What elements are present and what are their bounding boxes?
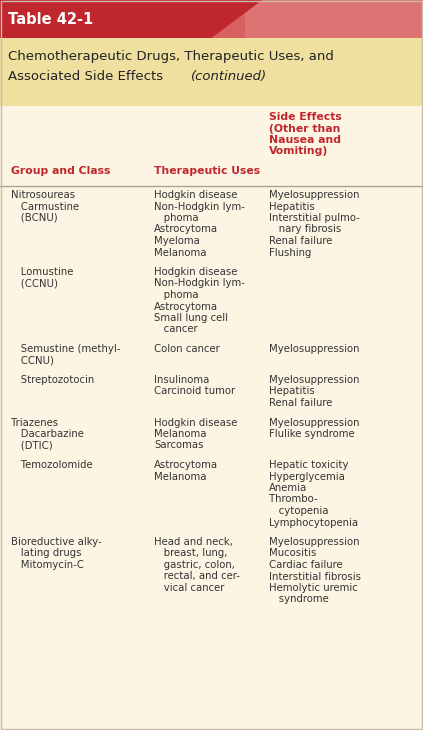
Text: breast, lung,: breast, lung, xyxy=(154,548,228,558)
Text: Melanoma: Melanoma xyxy=(154,429,207,439)
Bar xyxy=(0,413,423,456)
Bar xyxy=(0,340,423,371)
Text: Astrocytoma: Astrocytoma xyxy=(154,460,219,470)
Bar xyxy=(0,456,423,533)
Text: Cardiac failure: Cardiac failure xyxy=(269,560,342,570)
Text: Astrocytoma: Astrocytoma xyxy=(154,225,219,234)
Text: Hepatitis: Hepatitis xyxy=(269,386,314,396)
Text: Anemia: Anemia xyxy=(269,483,307,493)
Text: cytopenia: cytopenia xyxy=(269,506,328,516)
Text: Hyperglycemia: Hyperglycemia xyxy=(269,472,344,482)
Text: Carcinoid tumor: Carcinoid tumor xyxy=(154,386,236,396)
Text: phoma: phoma xyxy=(154,213,199,223)
Text: (continued): (continued) xyxy=(191,70,267,83)
Text: Renal failure: Renal failure xyxy=(269,236,332,246)
Text: Chemotherapeutic Drugs, Therapeutic Uses, and: Chemotherapeutic Drugs, Therapeutic Uses… xyxy=(8,50,334,63)
Text: Semustine (methyl-: Semustine (methyl- xyxy=(11,344,120,354)
Text: (DTIC): (DTIC) xyxy=(11,440,52,450)
Text: Carmustine: Carmustine xyxy=(11,201,79,212)
Text: phoma: phoma xyxy=(154,290,199,300)
Text: Melanoma: Melanoma xyxy=(154,247,207,258)
Text: Associated Side Effects: Associated Side Effects xyxy=(8,70,168,83)
Text: (BCNU): (BCNU) xyxy=(11,213,58,223)
Text: Nitrosoureas: Nitrosoureas xyxy=(11,190,75,200)
Bar xyxy=(0,533,423,610)
Text: Lomustine: Lomustine xyxy=(11,267,73,277)
Bar xyxy=(245,0,423,38)
Text: Colon cancer: Colon cancer xyxy=(154,344,220,354)
Text: Insulinoma: Insulinoma xyxy=(154,375,210,385)
Text: vical cancer: vical cancer xyxy=(154,583,225,593)
Text: Melanoma: Melanoma xyxy=(154,472,207,482)
Text: Non-Hodgkin lym-: Non-Hodgkin lym- xyxy=(154,279,245,288)
Text: Table 42-1: Table 42-1 xyxy=(8,12,93,26)
Text: (Other than: (Other than xyxy=(269,123,340,134)
Text: Non-Hodgkin lym-: Non-Hodgkin lym- xyxy=(154,201,245,212)
Text: cancer: cancer xyxy=(154,325,198,334)
Text: nary fibrosis: nary fibrosis xyxy=(269,225,341,234)
Text: Interstitial fibrosis: Interstitial fibrosis xyxy=(269,572,360,582)
Text: Lymphocytopenia: Lymphocytopenia xyxy=(269,518,358,528)
Text: Interstitial pulmo-: Interstitial pulmo- xyxy=(269,213,360,223)
Text: Side Effects: Side Effects xyxy=(269,112,341,122)
Bar xyxy=(0,371,423,413)
Bar xyxy=(0,186,423,263)
Polygon shape xyxy=(212,0,262,38)
Bar xyxy=(0,38,423,106)
Text: Dacarbazine: Dacarbazine xyxy=(11,429,83,439)
Text: Hepatic toxicity: Hepatic toxicity xyxy=(269,460,348,470)
Text: Renal failure: Renal failure xyxy=(269,398,332,408)
Text: Head and neck,: Head and neck, xyxy=(154,537,233,547)
Text: Myeloma: Myeloma xyxy=(154,236,200,246)
Text: Hodgkin disease: Hodgkin disease xyxy=(154,190,238,200)
Text: Group and Class: Group and Class xyxy=(11,166,110,176)
Text: Mucositis: Mucositis xyxy=(269,548,316,558)
Text: Therapeutic Uses: Therapeutic Uses xyxy=(154,166,261,176)
Text: Vomiting): Vomiting) xyxy=(269,147,328,156)
Text: gastric, colon,: gastric, colon, xyxy=(154,560,235,570)
Text: Myelosuppression: Myelosuppression xyxy=(269,418,359,428)
Text: Myelosuppression: Myelosuppression xyxy=(269,190,359,200)
Text: Mitomycin-C: Mitomycin-C xyxy=(11,560,83,570)
Bar xyxy=(0,263,423,340)
Text: Flushing: Flushing xyxy=(269,247,311,258)
Text: Streptozotocin: Streptozotocin xyxy=(11,375,94,385)
Text: syndrome: syndrome xyxy=(269,594,328,604)
Text: Myelosuppression: Myelosuppression xyxy=(269,344,359,354)
Text: Small lung cell: Small lung cell xyxy=(154,313,228,323)
Text: Nausea and: Nausea and xyxy=(269,135,341,145)
Text: lating drugs: lating drugs xyxy=(11,548,81,558)
Text: Hepatitis: Hepatitis xyxy=(269,201,314,212)
Text: Thrombo-: Thrombo- xyxy=(269,494,317,504)
Text: Bioreductive alky-: Bioreductive alky- xyxy=(11,537,102,547)
Text: Myelosuppression: Myelosuppression xyxy=(269,375,359,385)
Text: Hodgkin disease: Hodgkin disease xyxy=(154,267,238,277)
Text: Temozolomide: Temozolomide xyxy=(11,460,92,470)
Text: Astrocytoma: Astrocytoma xyxy=(154,301,219,312)
Text: rectal, and cer-: rectal, and cer- xyxy=(154,572,240,582)
Text: CCNU): CCNU) xyxy=(11,356,54,366)
Bar xyxy=(212,0,423,38)
Text: (CCNU): (CCNU) xyxy=(11,279,58,288)
Text: Flulike syndrome: Flulike syndrome xyxy=(269,429,354,439)
Text: Sarcomas: Sarcomas xyxy=(154,440,204,450)
Text: Hemolytic uremic: Hemolytic uremic xyxy=(269,583,357,593)
Text: Triazenes: Triazenes xyxy=(11,418,58,428)
Text: Hodgkin disease: Hodgkin disease xyxy=(154,418,238,428)
Bar xyxy=(0,106,423,186)
Text: Myelosuppression: Myelosuppression xyxy=(269,537,359,547)
Bar xyxy=(0,0,212,38)
